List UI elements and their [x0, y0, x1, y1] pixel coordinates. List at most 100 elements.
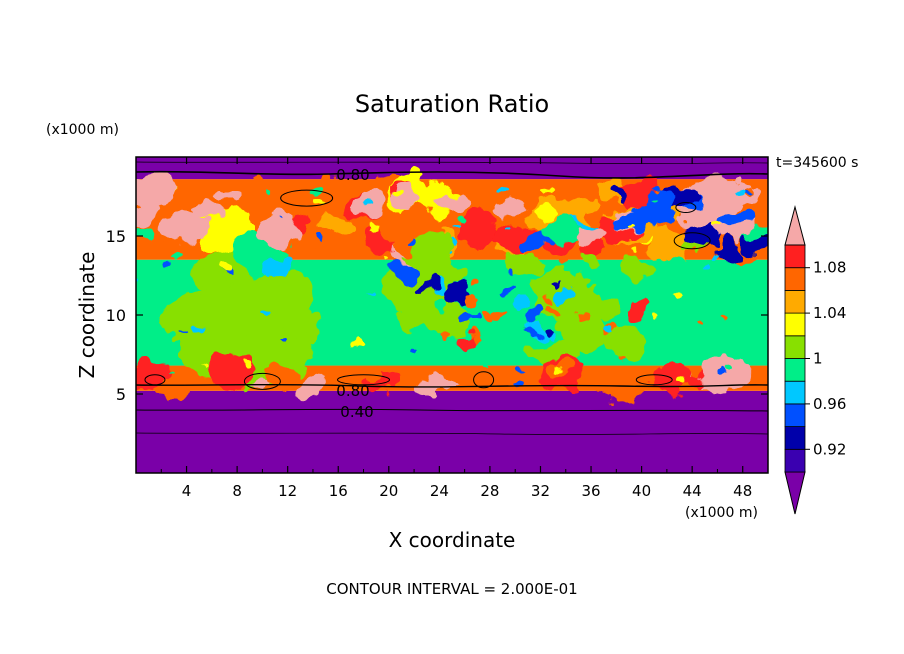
- pink-patch: [188, 202, 223, 220]
- chart-title: Saturation Ratio: [355, 90, 549, 118]
- x-tick-label: 36: [581, 482, 600, 500]
- y-tick-label: 10: [106, 306, 126, 325]
- speckle-patch: [465, 354, 473, 361]
- speckle-patch: [364, 201, 373, 206]
- x-tick-label: 28: [480, 482, 499, 500]
- base-patch: [265, 361, 296, 388]
- red-patch: [464, 292, 481, 307]
- colorbar-swatch: [784, 267, 806, 291]
- speckle-patch: [191, 326, 204, 334]
- red-patch: [574, 310, 584, 319]
- darkblue-patch: [609, 187, 632, 201]
- contour-interval-note: CONTOUR INTERVAL = 2.000E-01: [326, 580, 577, 598]
- speckle-patch: [459, 215, 469, 224]
- colorbar-label: 1.08: [813, 259, 846, 277]
- x-tick-label: 44: [683, 482, 702, 500]
- colorbar-extend-high: [784, 205, 806, 246]
- blue-patch: [502, 286, 516, 293]
- lime-patch: [564, 320, 608, 350]
- contour-closed: [675, 202, 697, 214]
- x-tick-label: 12: [278, 482, 297, 500]
- lime-patch: [528, 340, 582, 363]
- speckle-patch: [201, 364, 208, 371]
- colorbar-swatch: [784, 335, 806, 359]
- upperblue-patch: [541, 220, 584, 244]
- lime-patch: [177, 295, 258, 343]
- speckle-patch: [702, 264, 712, 271]
- red-patch: [456, 333, 475, 350]
- pink-patch: [136, 169, 176, 211]
- speckle-patch: [696, 318, 705, 324]
- speckle-patch: [520, 304, 526, 307]
- base-patch: [645, 365, 693, 396]
- upperblue-patch: [247, 241, 290, 260]
- y-tick-label: 15: [106, 227, 126, 246]
- base-patch: [709, 376, 736, 390]
- speckle-patch: [136, 279, 141, 283]
- upperblue-patch: [741, 235, 768, 256]
- pink-patch: [391, 184, 416, 208]
- upper-patch: [534, 206, 556, 223]
- contour-label: 0.40: [340, 403, 373, 421]
- upperblue-patch: [583, 252, 603, 268]
- contour-line-upper: [136, 170, 768, 179]
- colorbar-swatch: [784, 244, 806, 269]
- upperblue-patch: [136, 222, 154, 238]
- upper-patch: [315, 213, 352, 238]
- contour-lines: [136, 161, 768, 435]
- speckle-patch: [219, 261, 232, 272]
- speckle-patch: [710, 255, 718, 262]
- base-patch: [364, 365, 387, 384]
- blue-patch: [521, 307, 544, 324]
- speckle-patch: [469, 278, 477, 284]
- speckle-patch: [315, 232, 323, 239]
- contour-closed: [280, 189, 334, 207]
- contour-closed: [673, 232, 711, 250]
- darkblue-patch: [613, 215, 648, 230]
- x-tick-label: 32: [531, 482, 550, 500]
- speckle-patch: [542, 188, 552, 195]
- contour-closed: [337, 374, 391, 386]
- pink-patch: [136, 205, 157, 222]
- contour-closed: [635, 374, 673, 386]
- colorbar-swatch: [784, 403, 806, 427]
- speckle-patch: [163, 260, 172, 268]
- speckle-patch: [409, 237, 416, 244]
- speckle-patch: [169, 371, 175, 374]
- speckle-patch: [737, 190, 748, 198]
- speckle-patch: [408, 348, 417, 353]
- speckle-patch: [278, 213, 283, 215]
- upperblue-patch: [409, 231, 454, 275]
- speckle-patch: [179, 328, 188, 333]
- x-tick-label: 24: [430, 482, 449, 500]
- y-axis-title: Z coordinate: [75, 252, 99, 379]
- speckle-patch: [513, 380, 522, 389]
- colorbar-swatch: [784, 448, 806, 473]
- colorbar-swatch: [784, 289, 806, 314]
- speckle-patch: [311, 184, 324, 196]
- speckle-patch: [652, 312, 657, 316]
- lime-patch: [530, 266, 589, 311]
- blue-patch: [542, 330, 555, 338]
- pink-patch: [572, 225, 601, 245]
- colorbar-swatch: [784, 358, 806, 382]
- upper-patch: [459, 212, 499, 247]
- speckle-patch: [506, 227, 513, 231]
- blue-patch: [456, 312, 476, 321]
- contour-line-low: [136, 432, 768, 435]
- colorbar-label: 0.96: [813, 395, 846, 413]
- speckle-patch: [392, 190, 403, 199]
- x-tick-label: 40: [632, 482, 651, 500]
- colorbar-label: 1.04: [813, 304, 846, 322]
- x-tick-label: 4: [182, 482, 192, 500]
- speckle-patch: [366, 291, 375, 295]
- colorbar-swatch: [784, 380, 806, 405]
- contour-labels: 0.80 0.80 0.40: [336, 166, 373, 421]
- x-tick-label: 16: [329, 482, 348, 500]
- speckle-patch: [481, 367, 490, 371]
- red-patch: [546, 309, 562, 318]
- base-patch: [160, 376, 195, 399]
- speckle-patch: [672, 290, 682, 298]
- darkblue-patch: [647, 189, 672, 208]
